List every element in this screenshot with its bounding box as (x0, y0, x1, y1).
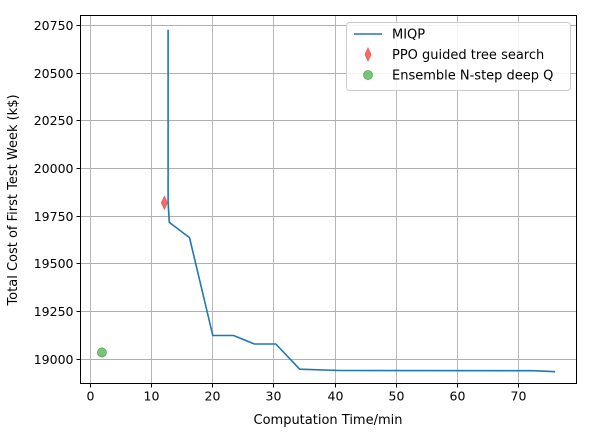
y-tick-label: 19750 (34, 209, 74, 224)
series-line-miqp (167, 29, 556, 373)
y-axis-ticks: 19000 19250 19500 19750 20000 20250 20500 20750 (34, 18, 81, 367)
y-tick-label: 19250 (34, 304, 74, 319)
x-tick-label: 0 (87, 389, 95, 404)
series-layer (97, 29, 556, 373)
y-tick-label: 20500 (34, 66, 74, 81)
x-tick-label: 40 (328, 389, 344, 404)
x-tick-label: 30 (266, 389, 282, 404)
legend-ppo-label: PPO guided tree search (392, 48, 544, 63)
y-tick-label: 20000 (34, 161, 74, 176)
x-tick-label: 10 (144, 389, 160, 404)
y-tick-label: 19500 (34, 256, 74, 271)
legend-ppo-marker (364, 47, 372, 62)
ensemble-data-point (97, 347, 107, 358)
x-tick-label: 60 (450, 389, 466, 404)
legend-ensemble-marker (363, 70, 373, 80)
y-tick-label: 19000 (34, 352, 74, 367)
x-axis-ticks: 0 10 20 30 40 50 60 70 (87, 383, 527, 404)
x-tick-label: 20 (205, 389, 221, 404)
plot-frame (80, 15, 577, 384)
legend-miqp-label: MIQP (392, 28, 425, 43)
x-tick-label: 50 (389, 389, 405, 404)
x-tick-label: 70 (511, 389, 527, 404)
y-axis-label: Total Cost of First Test Week (k$) (6, 94, 21, 306)
x-axis-label: Computation Time/min (254, 413, 403, 428)
legend: MIQP PPO guided tree search Ensemble N-s… (346, 22, 571, 91)
y-tick-label: 20750 (34, 18, 74, 33)
legend-ensemble-label: Ensemble N-step deep Q (392, 69, 553, 84)
legend-box (346, 22, 571, 91)
ppo-data-point (160, 195, 168, 211)
y-tick-label: 20250 (34, 113, 74, 128)
